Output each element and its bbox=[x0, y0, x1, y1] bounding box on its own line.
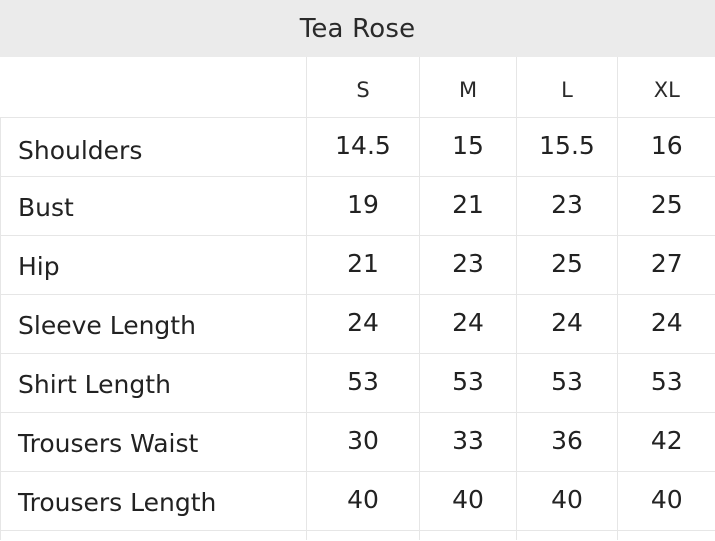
table-row: Shirt Length 53 53 53 53 bbox=[0, 352, 715, 413]
table-cell: 21 bbox=[306, 234, 420, 295]
row-label-bust: Bust bbox=[0, 175, 307, 236]
table-row: Bust 19 21 23 25 bbox=[0, 175, 715, 236]
table-row: Shoulders 14.5 15 15.5 16 bbox=[0, 116, 715, 177]
header-row: S M L XL bbox=[0, 57, 715, 118]
title-bar: Tea Rose bbox=[0, 0, 715, 57]
table-cell: 21 bbox=[419, 175, 517, 236]
header-corner-cell bbox=[0, 57, 307, 118]
table-cell: 23 bbox=[419, 234, 517, 295]
table-cell: 40 bbox=[306, 470, 420, 531]
table-tail-row bbox=[0, 529, 715, 540]
column-header-s: S bbox=[306, 57, 420, 118]
row-label-sleeve-length: Sleeve Length bbox=[0, 293, 307, 354]
column-header-xl: XL bbox=[617, 57, 715, 118]
table-cell: 40 bbox=[516, 470, 618, 531]
table-cell: 53 bbox=[516, 352, 618, 413]
table-cell: 24 bbox=[516, 293, 618, 354]
table-cell: 30 bbox=[306, 411, 420, 472]
table-cell: 53 bbox=[306, 352, 420, 413]
column-header-l: L bbox=[516, 57, 618, 118]
table-cell: 42 bbox=[617, 411, 715, 472]
column-header-m: M bbox=[419, 57, 517, 118]
table-cell: 53 bbox=[419, 352, 517, 413]
table-cell: 27 bbox=[617, 234, 715, 295]
table-cell: 19 bbox=[306, 175, 420, 236]
table-cell: 15 bbox=[419, 116, 517, 177]
row-label-shoulders: Shoulders bbox=[0, 116, 307, 177]
table-cell: 25 bbox=[516, 234, 618, 295]
table-cell: 24 bbox=[617, 293, 715, 354]
tail-cell bbox=[306, 529, 420, 540]
table-cell: 40 bbox=[617, 470, 715, 531]
row-label-hip: Hip bbox=[0, 234, 307, 295]
tail-cell bbox=[419, 529, 517, 540]
table-row: Trousers Waist 30 33 36 42 bbox=[0, 411, 715, 472]
table-row: Hip 21 23 25 27 bbox=[0, 234, 715, 295]
table-cell: 25 bbox=[617, 175, 715, 236]
tail-cell bbox=[617, 529, 715, 540]
table-cell: 24 bbox=[419, 293, 517, 354]
table-cell: 14.5 bbox=[306, 116, 420, 177]
table-row: Sleeve Length 24 24 24 24 bbox=[0, 293, 715, 354]
table-cell: 15.5 bbox=[516, 116, 618, 177]
tail-cell bbox=[0, 529, 307, 540]
size-chart-table: S M L XL Shoulders 14.5 15 15.5 16 Bust … bbox=[0, 57, 715, 540]
page-title: Tea Rose bbox=[299, 13, 416, 44]
row-label-trousers-length: Trousers Length bbox=[0, 470, 307, 531]
table-cell: 24 bbox=[306, 293, 420, 354]
row-label-trousers-waist: Trousers Waist bbox=[0, 411, 307, 472]
table-cell: 40 bbox=[419, 470, 517, 531]
row-label-shirt-length: Shirt Length bbox=[0, 352, 307, 413]
table-row: Trousers Length 40 40 40 40 bbox=[0, 470, 715, 531]
table-cell: 33 bbox=[419, 411, 517, 472]
table-cell: 16 bbox=[617, 116, 715, 177]
table-cell: 53 bbox=[617, 352, 715, 413]
tail-cell bbox=[516, 529, 618, 540]
table-cell: 36 bbox=[516, 411, 618, 472]
table-cell: 23 bbox=[516, 175, 618, 236]
